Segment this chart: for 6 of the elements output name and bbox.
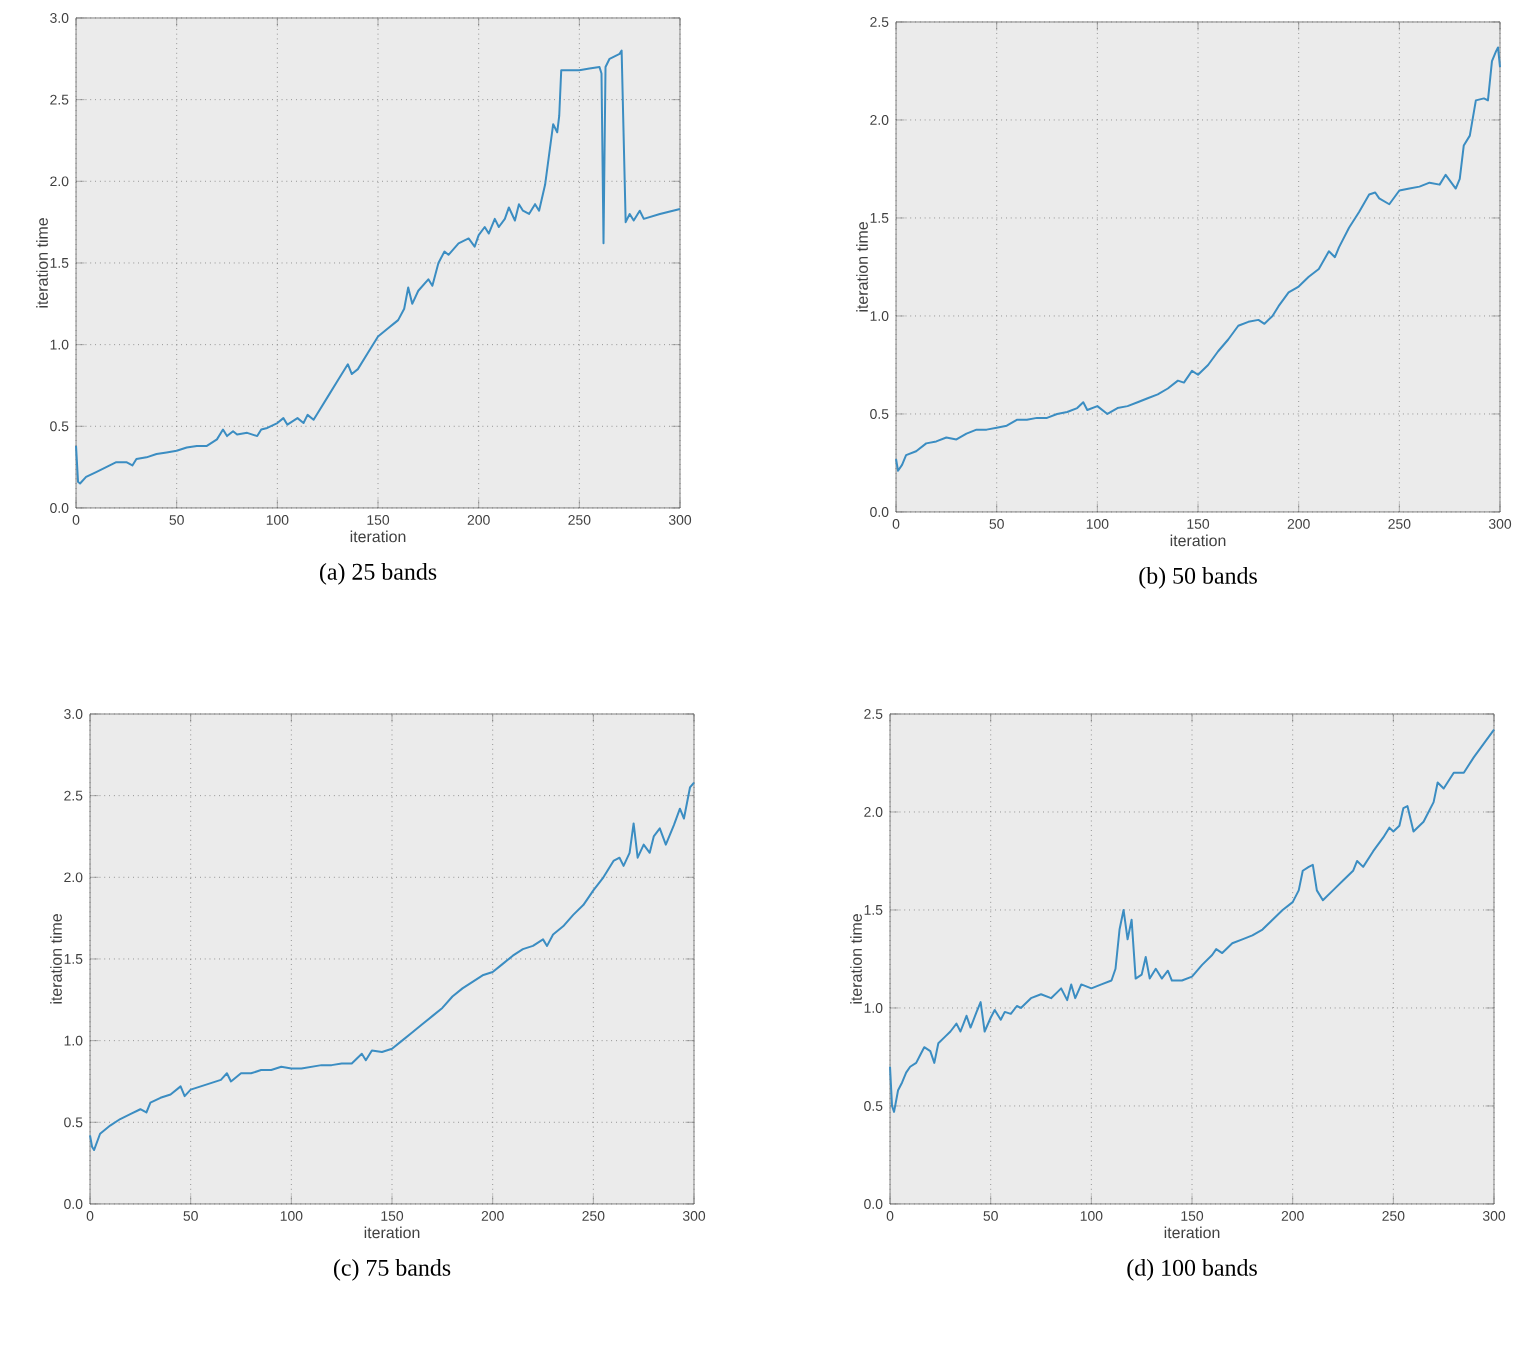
text: (c) 75 bands (333, 1259, 451, 1281)
line-series (895, 46, 1502, 472)
text: (a) 25 bands (319, 563, 437, 585)
text: (b) 50 bands (1139, 567, 1257, 589)
line-series (889, 728, 1496, 1113)
text: (d) 100 bands (1127, 1259, 1257, 1281)
